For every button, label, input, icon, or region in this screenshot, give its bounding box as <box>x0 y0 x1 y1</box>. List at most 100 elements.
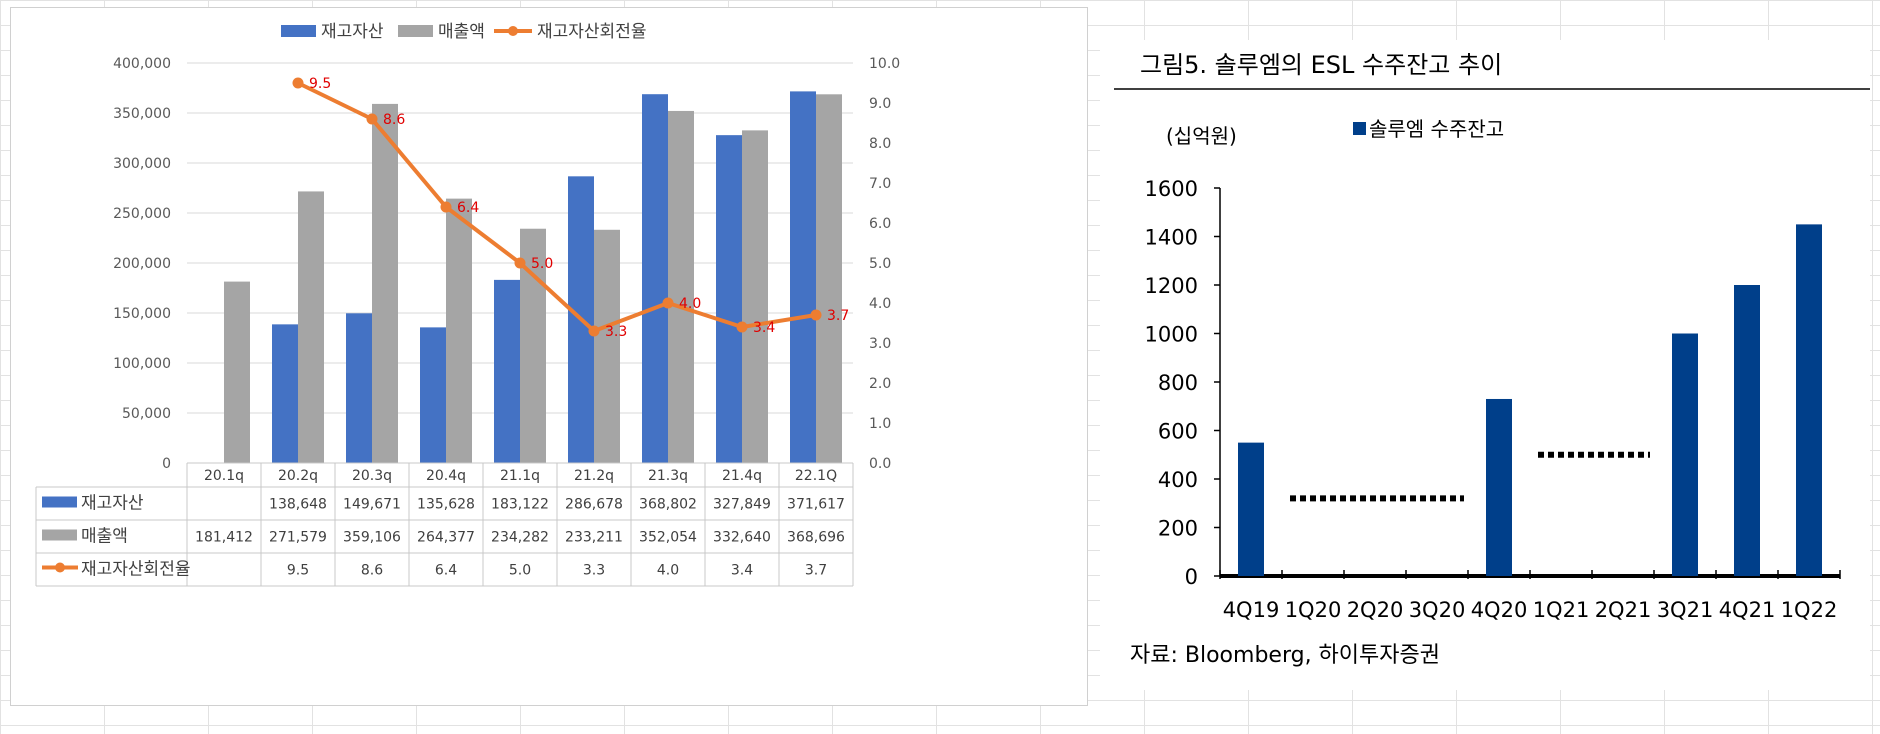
left-chart-svg: 0 50,000 100,000 150,000 200,000 250,000 300,0… <box>35 22 900 587</box>
y2-tick-label: 5.0 <box>869 256 891 272</box>
legend-swatch <box>1353 122 1366 135</box>
y-tick-label: 350,000 <box>113 106 171 122</box>
turnover-data-label: 4.0 <box>679 296 701 312</box>
sales-bar <box>298 191 324 463</box>
turnover-data-label: 9.5 <box>309 76 331 92</box>
turnover-data-label: 3.7 <box>827 308 849 324</box>
backlog-bar <box>1486 398 1512 576</box>
source-note: 자료: Bloomberg, 하이투자증권 <box>1130 643 1440 668</box>
unit-label: (십억원) <box>1166 124 1237 148</box>
turnover-polyline <box>297 81 817 333</box>
turnover-point <box>810 309 822 321</box>
turnover-point <box>366 113 378 125</box>
table-cell: 3.3 <box>583 563 605 579</box>
y2-tick-label: 0.0 <box>869 456 891 472</box>
legend-inventory-swatch <box>281 25 316 37</box>
table-cell: 233,211 <box>565 530 623 546</box>
table-cell: 368,696 <box>787 530 845 546</box>
table-row-label: 매출액 <box>81 527 128 547</box>
table-cell: 3.4 <box>731 563 753 579</box>
x-category-label: 21.2q <box>574 468 614 484</box>
table-cell: 8.6 <box>361 563 383 579</box>
y2-tick-label: 1.0 <box>869 416 891 432</box>
table-key-swatch <box>42 496 77 508</box>
data-table: 20.1q 20.2q 20.3q 20.4q 21.1q 21.2q 21.3q 21.4q… <box>35 462 854 587</box>
backlog-bar <box>1796 224 1822 576</box>
y-tick-label: 0 <box>162 456 171 472</box>
table-row-label: 재고자산 <box>81 494 144 514</box>
table-cell: 271,579 <box>269 530 327 546</box>
table-cell: 183,122 <box>491 497 549 513</box>
legend-label: 솔루엠 수주잔고 <box>1369 117 1504 141</box>
y-tick-label: 200 <box>1158 517 1198 541</box>
sales-bar <box>742 130 768 464</box>
table-cell: 234,282 <box>491 530 549 546</box>
inventory-bar <box>272 324 298 463</box>
inventory-bar <box>642 94 668 463</box>
inventory-bar <box>790 91 816 464</box>
y-tick-label: 1200 <box>1145 274 1198 298</box>
table-cell: 371,617 <box>787 497 845 513</box>
table-cell: 332,640 <box>713 530 771 546</box>
table-cell: 6.4 <box>435 563 457 579</box>
legend-turnover-label: 재고자산회전율 <box>537 22 646 42</box>
turnover-point <box>588 325 600 337</box>
x-category-label: 3Q20 <box>1409 598 1466 622</box>
y2-tick-label: 4.0 <box>869 296 891 312</box>
backlog-bar <box>1672 333 1698 576</box>
y2-tick-label: 6.0 <box>869 216 891 232</box>
table-cell: 5.0 <box>509 563 531 579</box>
x-category-label: 21.4q <box>722 468 762 484</box>
x-category-label: 21.3q <box>648 468 688 484</box>
table-cell: 138,648 <box>269 497 327 513</box>
legend-sales-swatch <box>398 25 433 37</box>
y-tick-label: 600 <box>1158 420 1198 444</box>
turnover-point <box>736 321 748 333</box>
x-category-label: 4Q19 <box>1223 598 1280 622</box>
left-bars <box>224 91 842 464</box>
x-category-label: 1Q21 <box>1533 598 1590 622</box>
table-cell: 264,377 <box>417 530 475 546</box>
table-cell: 4.0 <box>657 563 679 579</box>
esl-backlog-chart[interactable]: 그림5. 솔루엠의 ESL 수주잔고 추이 (십억원) 솔루엠 수주잔고 0 20… <box>1100 40 1870 690</box>
y-tick-label: 50,000 <box>122 406 171 422</box>
chart-title: 그림5. 솔루엠의 ESL 수주잔고 추이 <box>1140 51 1502 79</box>
x-category-label: 20.3q <box>352 468 392 484</box>
inventory-sales-chart[interactable]: 0 50,000 100,000 150,000 200,000 250,000 300,0… <box>10 7 1088 706</box>
y2-tick-label: 10.0 <box>869 56 900 72</box>
turnover-point <box>440 201 452 213</box>
y-tick-label: 1000 <box>1145 323 1198 347</box>
table-cell: 135,628 <box>417 497 475 513</box>
y2-tick-label: 3.0 <box>869 336 891 352</box>
x-category-label: 20.1q <box>204 468 244 484</box>
x-category-label: 2Q20 <box>1347 598 1404 622</box>
table-cell: 286,678 <box>565 497 623 513</box>
backlog-bar <box>1734 285 1760 576</box>
inventory-bar <box>716 135 742 463</box>
y-tick-label: 0 <box>1185 565 1198 589</box>
table-cell: 359,106 <box>343 530 401 546</box>
x-category-label: 1Q22 <box>1781 598 1838 622</box>
turnover-data-label: 8.6 <box>383 112 405 128</box>
table-cell: 352,054 <box>639 530 697 546</box>
y-tick-label: 1600 <box>1145 177 1198 201</box>
table-cell: 149,671 <box>343 497 401 513</box>
x-category-label: 22.1Q <box>795 468 837 484</box>
left-legend: 재고자산 매출액 재고자산회전율 <box>281 22 646 42</box>
x-category-label: 20.2q <box>278 468 318 484</box>
table-cell: 181,412 <box>195 530 253 546</box>
y2-tick-label: 8.0 <box>869 136 891 152</box>
turnover-data-label: 3.3 <box>605 324 627 340</box>
right-bars <box>1238 224 1822 576</box>
y-tick-label: 250,000 <box>113 206 171 222</box>
y-tick-label: 150,000 <box>113 306 171 322</box>
x-category-label: 2Q21 <box>1595 598 1652 622</box>
legend-inventory-label: 재고자산 <box>321 22 384 42</box>
table-cell: 3.7 <box>805 563 827 579</box>
y2-tick-label: 2.0 <box>869 376 891 392</box>
turnover-data-label: 6.4 <box>457 200 479 216</box>
x-category-label: 4Q20 <box>1471 598 1528 622</box>
table-key-marker <box>55 562 65 573</box>
table-cell: 368,802 <box>639 497 697 513</box>
